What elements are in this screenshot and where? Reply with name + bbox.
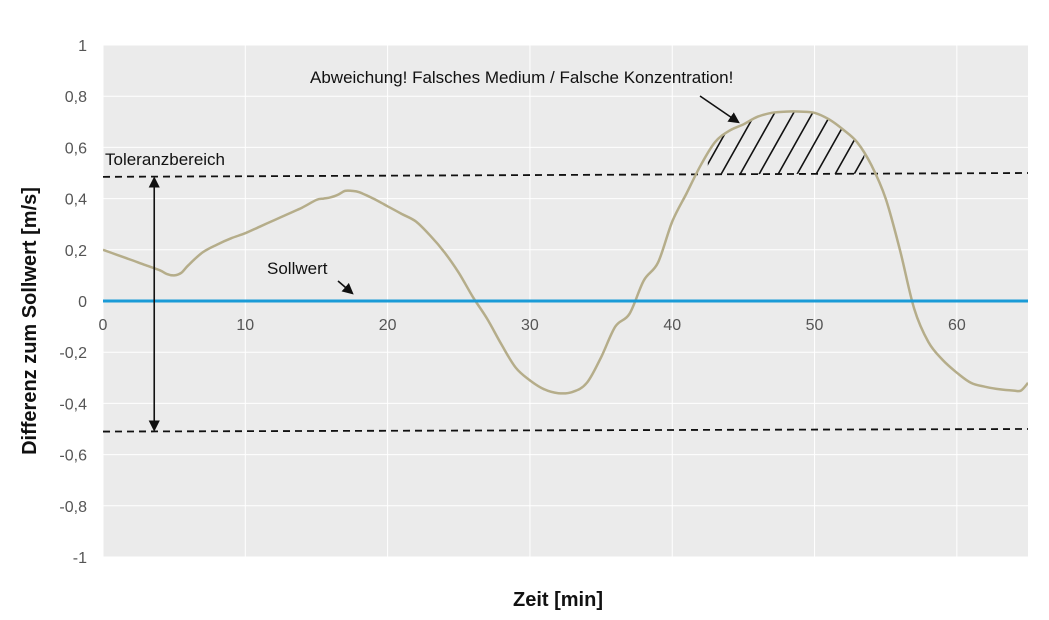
tolerance-upper-line xyxy=(102,172,1029,178)
hatch-line xyxy=(849,111,865,175)
x-tick-label: 0 xyxy=(99,317,108,334)
x-tick-label: 40 xyxy=(663,317,681,334)
tolerance-annotation: Toleranzbereich xyxy=(105,150,225,169)
x-axis-tick-labels: 0 10 20 30 40 50 60 xyxy=(99,317,966,334)
x-tick-label: 30 xyxy=(521,317,539,334)
horizontal-gridlines xyxy=(103,44,1028,558)
y-axis-tick-labels: 1 0,8 0,6 0,4 0,2 0 -0,2 -0,4 -0,6 -0,8 -1 xyxy=(59,38,87,567)
deviation-annotation: Abweichung! Falsches Medium / Falsche Ko… xyxy=(310,68,733,87)
tolerance-lower-line xyxy=(102,428,1029,433)
y-tick-label: 1 xyxy=(78,38,87,55)
hatch-line xyxy=(830,111,865,175)
x-tick-label: 60 xyxy=(948,317,966,334)
y-axis-title: Differenz zum Sollwert [m/s] xyxy=(19,187,41,455)
y-tick-label: 0,8 xyxy=(65,89,87,106)
y-tick-label: 0,6 xyxy=(65,140,87,157)
x-tick-label: 10 xyxy=(236,317,254,334)
y-tick-label: -0,6 xyxy=(59,448,87,465)
measurement-series-line xyxy=(103,110,1028,395)
y-tick-label: 0,2 xyxy=(65,243,87,260)
setpoint-annotation-arrow xyxy=(337,280,354,295)
y-tick-label: 0 xyxy=(78,294,87,311)
y-tick-label: -0,4 xyxy=(59,396,87,413)
y-tick-label: -1 xyxy=(73,550,87,567)
hatch-line xyxy=(754,111,801,175)
x-axis-title: Zeit [min] xyxy=(513,589,603,611)
y-tick-label: 0,4 xyxy=(65,192,87,209)
x-tick-label: 50 xyxy=(806,317,824,334)
x-tick-label: 20 xyxy=(379,317,397,334)
setpoint-annotation: Sollwert xyxy=(267,259,328,278)
y-tick-label: -0,2 xyxy=(59,345,87,362)
hatch-line xyxy=(735,111,782,175)
deviation-annotation-arrow xyxy=(699,95,740,124)
y-tick-label: -0,8 xyxy=(59,499,87,516)
hatch-line xyxy=(773,111,820,175)
